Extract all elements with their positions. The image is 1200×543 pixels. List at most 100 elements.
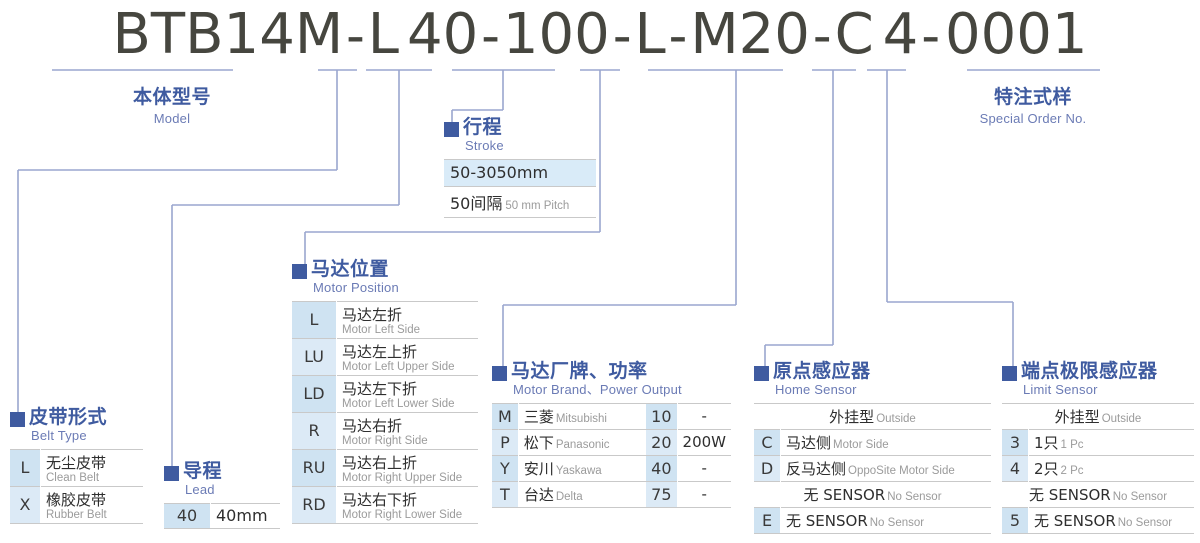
table-row[interactable]: LU 马达左上折 Motor Left Upper Side [292,337,478,376]
limit-sensor-desc-en: 2 Pc [1060,464,1084,477]
motor-brand-code: Y [492,454,519,482]
lead-value: 40mm [210,502,280,529]
home-sensor-table: 外挂型 Outside C 马达侧 Motor Side D 反马达侧 OppoSit… [754,402,991,534]
label-special-order: 特注式样 Special Order No. [958,82,1108,126]
section-home-sensor-heading: 原点感应器 Home Sensor [754,360,991,398]
home-sensor-code: C [754,428,781,456]
motor-position-desc: 马达左折 Motor Left Side [336,300,478,339]
bullet-square-icon [754,366,769,381]
code-segment-belt-type: L [367,2,399,67]
table-row[interactable]: L 无尘皮带 Clean Belt [10,448,143,487]
motor-position-desc-en: Motor Left Side [342,323,420,336]
bullet-square-icon [164,466,179,481]
stroke-table: 50-3050mm 50间隔 50 mm Pitch [444,158,596,218]
code-segment-home-sensor: C [834,2,874,67]
motor-brand-code: T [492,480,519,508]
table-row[interactable]: E 无 SENSOR No Sensor [754,506,991,534]
table-row[interactable]: D 反马达侧 OppoSite Motor Side [754,454,991,482]
belt-type-desc-cn: 橡胶皮带 [46,490,107,509]
motor-power-value: 200W [677,428,731,456]
table-row[interactable]: RU 马达右上折 Motor Right Upper Side [292,448,478,487]
limit-sensor-group-cn: 无 SENSOR [1028,485,1111,504]
home-sensor-desc-en: No Sensor [869,516,925,529]
table-row[interactable]: RD 马达右下折 Motor Right Lower Side [292,485,478,524]
table-row[interactable]: 5 无 SENSOR No Sensor [1002,506,1194,534]
motor-position-code: RU [292,448,337,487]
section-motor-brand: 马达厂牌、功率 Motor Brand、Power Output M 三菱 Mit… [492,361,731,508]
motor-position-desc: 马达左上折 Motor Left Upper Side [336,337,478,376]
motor-position-code: LD [292,374,337,413]
table-row[interactable]: L 马达左折 Motor Left Side [292,300,478,339]
motor-position-code: RD [292,485,337,524]
home-sensor-code: E [754,506,781,534]
code-segment-lead: 40 [407,2,479,67]
table-row[interactable]: M 三菱 Mitsubishi 10 - [492,402,731,430]
section-motor-position-heading: 马达位置 Motor Position [292,258,478,296]
limit-sensor-desc-en: No Sensor [1117,516,1173,529]
motor-position-desc: 马达右上折 Motor Right Upper Side [336,448,478,487]
belt-type-code: X [10,485,41,524]
home-sensor-desc: 无 SENSOR No Sensor [780,506,991,534]
home-sensor-desc-cn: 马达侧 [786,433,832,452]
motor-position-desc-cn: 马达右折 [342,416,403,435]
motor-power-code: 40 [646,454,678,482]
motor-position-desc-en: Motor Right Lower Side [342,508,463,521]
motor-brand-name-en: Mitsubishi [555,412,607,425]
motor-brand-name: 松下 Panasonic [518,428,647,456]
limit-sensor-group-en: No Sensor [1112,490,1168,503]
home-sensor-desc: 马达侧 Motor Side [780,428,991,456]
table-row[interactable]: P 松下 Panasonic 20 200W [492,428,731,456]
section-home-sensor-title-en: Home Sensor [775,382,857,398]
label-special-order-en: Special Order No. [979,111,1087,126]
stroke-row-pitch[interactable]: 50间隔 50 mm Pitch [444,185,596,218]
limit-sensor-group-nosensor: 无 SENSOR No Sensor [1002,480,1194,508]
motor-brand-name-cn: 松下 [523,433,554,452]
stroke-row-range[interactable]: 50-3050mm [444,158,596,186]
motor-position-desc-cn: 马达右下折 [342,490,418,509]
section-motor-position-title-cn: 马达位置 [311,258,390,280]
motor-brand-name: 台达 Delta [518,480,647,508]
section-motor-brand-heading: 马达厂牌、功率 Motor Brand、Power Output [492,361,731,397]
table-row[interactable]: 3 1只 1 Pc [1002,428,1194,456]
motor-brand-name-en: Delta [555,490,583,503]
motor-power-code: 10 [646,402,678,430]
motor-position-code: R [292,411,337,450]
section-belt-type-heading: 皮带形式 Belt Type [10,407,143,443]
table-row[interactable]: LD 马达左下折 Motor Left Lower Side [292,374,478,413]
code-dash-3: - [612,3,632,66]
table-row[interactable]: Y 安川 Yaskawa 40 - [492,454,731,482]
limit-sensor-desc-cn: 无 SENSOR [1034,511,1116,530]
table-row[interactable]: T 台达 Delta 75 - [492,480,731,508]
code-segment-model: BTB14M [112,2,344,67]
table-row[interactable]: R 马达右折 Motor Right Side [292,411,478,450]
table-group-header: 无 SENSOR No Sensor [754,480,991,508]
limit-sensor-desc-cn: 2只 [1034,459,1059,478]
motor-position-desc-cn: 马达左下折 [342,379,418,398]
table-row[interactable]: 4 2只 2 Pc [1002,454,1194,482]
motor-position-table: L 马达左折 Motor Left Side LU 马达左上折 Motor Le… [292,300,478,524]
motor-brand-name-cn: 安川 [523,459,554,478]
motor-power-value: - [677,480,731,508]
limit-sensor-code: 4 [1002,454,1029,482]
home-sensor-group-nosensor: 无 SENSOR No Sensor [754,480,991,508]
section-motor-position-title-en: Motor Position [313,280,399,296]
home-sensor-desc-cn: 反马达侧 [786,459,847,478]
table-row[interactable]: 40 40mm [164,502,280,529]
section-limit-sensor-heading: 端点极限感应器 Limit Sensor [1002,360,1194,397]
motor-position-desc: 马达右折 Motor Right Side [336,411,478,450]
table-row[interactable]: X 橡胶皮带 Rubber Belt [10,485,143,524]
section-belt-type: 皮带形式 Belt Type L 无尘皮带 Clean Belt X 橡胶皮带 … [10,407,143,524]
limit-sensor-desc-en: 1 Pc [1060,438,1084,451]
belt-type-table: L 无尘皮带 Clean Belt X 橡胶皮带 Rubber Belt [10,448,143,524]
bullet-square-icon [444,122,459,137]
table-row[interactable]: C 马达侧 Motor Side [754,428,991,456]
code-segment-motor-brand: M20 [690,2,810,67]
section-home-sensor-title-cn: 原点感应器 [773,360,871,382]
code-dash-2: - [481,3,500,66]
section-limit-sensor-title-cn: 端点极限感应器 [1021,360,1158,382]
lead-value-text: 40mm [216,505,268,525]
section-lead-title-cn: 导程 [183,460,223,482]
code-segment-motor-position: L [634,2,666,67]
limit-sensor-table: 外挂型 Outside 3 1只 1 Pc 4 2只 2 Pc 无 SENSOR No … [1002,402,1194,534]
